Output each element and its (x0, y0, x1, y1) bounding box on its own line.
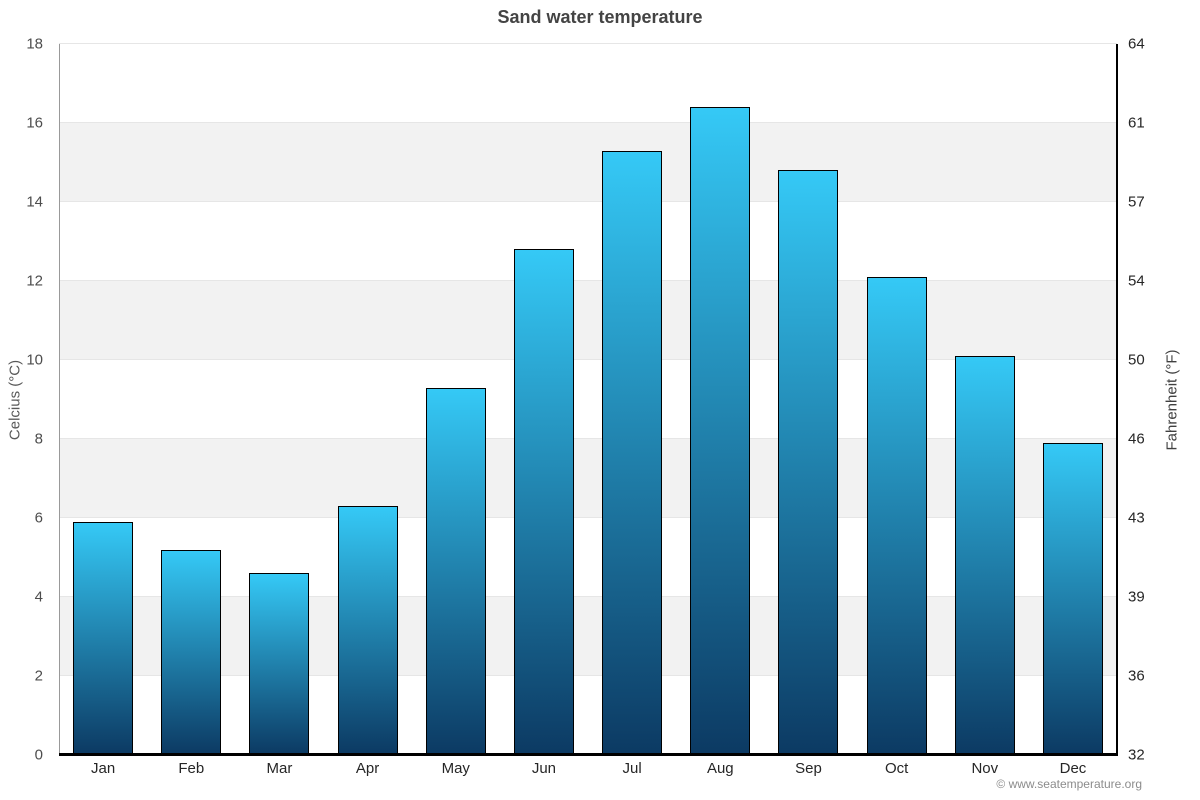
copyright-credit-link[interactable]: © www.seatemperature.org (996, 777, 1142, 791)
ytick-celsius-6: 6 (34, 509, 43, 527)
gridline (59, 359, 1117, 360)
bar-jun[interactable] (513, 249, 574, 755)
y-axis-line-right (1116, 44, 1118, 755)
y-axis-title-fahrenheit: Fahrenheit (°F) (1163, 349, 1181, 451)
ytick-fahrenheit-32: 32 (1128, 746, 1145, 764)
y-axis-labels-right: 32 36 39 43 46 50 54 57 61 64 (1128, 36, 1188, 764)
gridline (59, 438, 1117, 440)
ytick-celsius-0: 0 (34, 746, 43, 764)
grid-band (59, 123, 1117, 202)
x-axis-line (59, 753, 1118, 756)
gridline (59, 43, 1117, 44)
bar-sep[interactable] (778, 170, 839, 755)
ytick-celsius-2: 2 (34, 667, 43, 685)
ytick-fahrenheit-46: 46 (1128, 430, 1145, 448)
xlabel-oct: Oct (884, 760, 909, 777)
x-axis-labels: Jan Feb Mar Apr May Jun Jul Aug Sep Oct Nov Dec (59, 760, 1117, 777)
ytick-celsius-18: 18 (26, 35, 43, 53)
ytick-fahrenheit-50: 50 (1128, 351, 1145, 369)
ytick-fahrenheit-36: 36 (1128, 667, 1145, 685)
ytick-fahrenheit-64: 64 (1128, 35, 1145, 53)
xlabel-jun: Jun (531, 760, 557, 777)
gridline (59, 122, 1117, 124)
bar-feb[interactable] (161, 549, 222, 755)
ytick-celsius-16: 16 (26, 114, 43, 132)
y-axis-title-celsius: Celcius (°C) (6, 359, 24, 441)
xlabel-may: May (441, 760, 470, 777)
ytick-celsius-4: 4 (34, 588, 43, 606)
plot-area (59, 43, 1117, 755)
xlabel-feb: Feb (178, 760, 205, 777)
ytick-fahrenheit-43: 43 (1128, 509, 1145, 527)
ytick-fahrenheit-61: 61 (1128, 114, 1145, 132)
xlabel-aug: Aug (706, 760, 734, 777)
xlabel-mar: Mar (266, 760, 293, 777)
grid-band (59, 597, 1117, 677)
xlabel-dec: Dec (1059, 760, 1087, 777)
chart-title: Sand water temperature (497, 7, 703, 27)
xlabel-jul: Jul (622, 760, 642, 777)
xlabel-jan: Jan (90, 760, 116, 777)
bar-mar[interactable] (249, 573, 310, 755)
gridline (59, 517, 1117, 518)
gridline (59, 201, 1117, 202)
ytick-celsius-12: 12 (26, 272, 43, 290)
gridline (59, 596, 1117, 598)
gridline (59, 675, 1117, 677)
y-axis-line-left (59, 44, 60, 755)
xlabel-sep: Sep (795, 760, 822, 777)
ytick-celsius-14: 14 (26, 193, 43, 211)
bar-nov[interactable] (954, 356, 1015, 755)
bar-may[interactable] (425, 387, 486, 755)
grid-band (59, 439, 1117, 518)
bar-aug[interactable] (690, 107, 751, 755)
gridline (59, 280, 1117, 281)
grid-band (59, 281, 1117, 360)
ytick-celsius-8: 8 (34, 430, 43, 448)
bar-oct[interactable] (866, 277, 927, 755)
ytick-fahrenheit-39: 39 (1128, 588, 1145, 606)
xlabel-apr: Apr (355, 760, 380, 777)
y-axis-labels-left: 0 2 4 6 8 10 12 14 16 18 (0, 36, 51, 764)
bar-jan[interactable] (73, 521, 134, 755)
bar-jul[interactable] (602, 150, 663, 755)
ytick-celsius-10: 10 (26, 351, 43, 369)
xlabel-nov: Nov (971, 760, 999, 777)
bar-dec[interactable] (1042, 442, 1103, 755)
ytick-fahrenheit-54: 54 (1128, 272, 1145, 290)
bar-apr[interactable] (337, 506, 398, 755)
ytick-fahrenheit-57: 57 (1128, 193, 1145, 211)
